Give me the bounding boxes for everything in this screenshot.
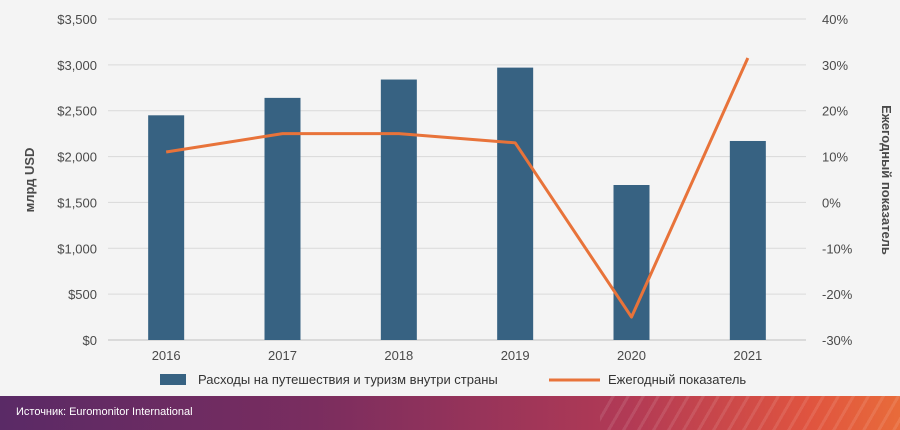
bar xyxy=(148,115,185,340)
y2-tick-label: 10% xyxy=(822,150,848,165)
legend-bar-swatch xyxy=(160,374,186,385)
source-note: Источник: Euromonitor International xyxy=(16,406,193,418)
chart: $0 $500 $1,000 $1,500 $2,000 $2,500 $3,000 $3,5… xyxy=(22,12,894,387)
y2-tick-label: -30% xyxy=(822,333,853,348)
y2-tick-label: 30% xyxy=(822,58,848,73)
y-tick-label: $0 xyxy=(83,333,97,348)
y2-tick-label: 0% xyxy=(822,195,841,210)
y-tick-label: $1,000 xyxy=(57,241,97,256)
legend-bar-label: Расходы на путешествия и туризм внутри с… xyxy=(198,372,498,387)
y-tick-label: $2,000 xyxy=(57,150,97,165)
line-path xyxy=(165,57,750,319)
x-axis-ticks: 2016 2017 2018 2019 2020 2021 xyxy=(152,348,763,363)
bar xyxy=(264,97,301,340)
x-tick-label: 2017 xyxy=(268,348,297,363)
line-series xyxy=(165,57,750,319)
y-axis-ticks: $0 $500 $1,000 $1,500 $2,000 $2,500 $3,000 $3,5… xyxy=(57,12,97,348)
gridlines xyxy=(108,18,806,341)
x-tick-label: 2020 xyxy=(617,348,646,363)
x-tick-label: 2019 xyxy=(501,348,530,363)
y2-axis-ticks: -30% -20% -10% 0% 10% 20% 30% 40% xyxy=(822,12,853,348)
bar xyxy=(380,79,417,340)
y2-tick-label: 40% xyxy=(822,12,848,27)
y-tick-label: $2,500 xyxy=(57,104,97,119)
y-tick-label: $3,000 xyxy=(57,58,97,73)
y2-tick-label: -10% xyxy=(822,241,853,256)
legend-line-label: Ежегодный показатель xyxy=(608,372,746,387)
x-tick-label: 2018 xyxy=(384,348,413,363)
bar xyxy=(729,140,766,340)
bar xyxy=(497,67,534,340)
y-axis-title: млрд USD xyxy=(22,148,37,213)
y-tick-label: $1,500 xyxy=(57,195,97,210)
legend: Расходы на путешествия и туризм внутри с… xyxy=(160,372,746,387)
y-tick-label: $500 xyxy=(68,287,97,302)
y2-axis-title: Ежегодный показатель xyxy=(879,105,894,255)
y-tick-label: $3,500 xyxy=(57,12,97,27)
footer-bar: Источник: Euromonitor International xyxy=(0,396,900,430)
x-tick-label: 2021 xyxy=(733,348,762,363)
y2-tick-label: 20% xyxy=(822,104,848,119)
bar-series xyxy=(148,67,766,340)
x-tick-label: 2016 xyxy=(152,348,181,363)
y2-tick-label: -20% xyxy=(822,287,853,302)
footer-decoration xyxy=(600,396,900,430)
